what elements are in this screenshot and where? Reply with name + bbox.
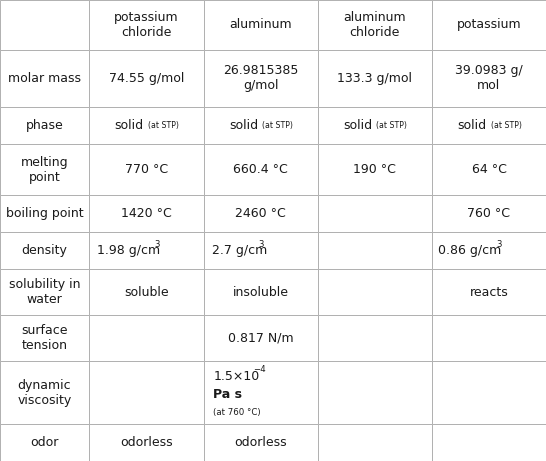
Text: 39.0983 g/
mol: 39.0983 g/ mol xyxy=(455,65,523,92)
Bar xyxy=(0,50,89,107)
Text: 133.3 g/mol: 133.3 g/mol xyxy=(337,72,412,85)
Text: (at 760 °C): (at 760 °C) xyxy=(213,408,261,417)
Bar xyxy=(318,232,432,269)
Bar xyxy=(432,315,546,361)
Bar xyxy=(204,361,318,424)
Bar xyxy=(432,424,546,461)
Bar xyxy=(0,361,89,424)
Bar xyxy=(318,50,432,107)
Text: (at STP): (at STP) xyxy=(263,121,293,130)
Text: 0.817 N/m: 0.817 N/m xyxy=(228,332,294,345)
Text: (at STP): (at STP) xyxy=(148,121,179,130)
Bar xyxy=(432,50,546,107)
Bar xyxy=(0,195,89,232)
Bar xyxy=(204,50,318,107)
Text: solid: solid xyxy=(115,119,144,132)
Text: boiling point: boiling point xyxy=(5,207,84,220)
Text: 1.5×10: 1.5×10 xyxy=(213,371,260,384)
Bar xyxy=(0,269,89,315)
Bar xyxy=(432,144,546,195)
Text: surface
tension: surface tension xyxy=(21,325,68,352)
Text: 1.98 g/cm: 1.98 g/cm xyxy=(97,244,161,257)
Text: 26.9815385
g/mol: 26.9815385 g/mol xyxy=(223,65,299,92)
Bar xyxy=(0,232,89,269)
Text: odorless: odorless xyxy=(120,436,173,449)
Bar xyxy=(0,424,89,461)
Text: 3: 3 xyxy=(497,240,502,248)
Text: dynamic
viscosity: dynamic viscosity xyxy=(17,379,72,407)
Text: 3: 3 xyxy=(259,240,264,248)
Bar xyxy=(318,195,432,232)
Bar xyxy=(89,107,204,144)
Text: reacts: reacts xyxy=(470,286,508,299)
Text: melting
point: melting point xyxy=(21,156,68,183)
Bar xyxy=(204,0,318,50)
Bar xyxy=(89,269,204,315)
Text: 190 °C: 190 °C xyxy=(353,163,396,176)
Bar xyxy=(89,0,204,50)
Text: odorless: odorless xyxy=(234,436,287,449)
Text: solubility in
water: solubility in water xyxy=(9,278,80,306)
Bar xyxy=(89,315,204,361)
Bar xyxy=(318,269,432,315)
Bar xyxy=(204,232,318,269)
Bar xyxy=(89,195,204,232)
Bar xyxy=(204,315,318,361)
Text: solid: solid xyxy=(229,119,258,132)
Bar xyxy=(89,144,204,195)
Text: 3: 3 xyxy=(154,240,159,248)
Bar xyxy=(204,269,318,315)
Bar xyxy=(432,107,546,144)
Text: molar mass: molar mass xyxy=(8,72,81,85)
Text: 2.7 g/cm: 2.7 g/cm xyxy=(212,244,267,257)
Bar xyxy=(432,361,546,424)
Text: 64 °C: 64 °C xyxy=(472,163,506,176)
Text: 760 °C: 760 °C xyxy=(467,207,511,220)
Text: potassium: potassium xyxy=(456,18,521,31)
Bar xyxy=(204,424,318,461)
Bar xyxy=(318,144,432,195)
Text: (at STP): (at STP) xyxy=(490,121,521,130)
Bar xyxy=(0,107,89,144)
Bar xyxy=(204,144,318,195)
Text: odor: odor xyxy=(31,436,58,449)
Text: 0.86 g/cm: 0.86 g/cm xyxy=(438,244,502,257)
Text: solid: solid xyxy=(457,119,486,132)
Text: density: density xyxy=(21,244,68,257)
Text: Pa s: Pa s xyxy=(213,388,242,401)
Text: aluminum
chloride: aluminum chloride xyxy=(343,11,406,39)
Bar xyxy=(204,107,318,144)
Bar xyxy=(432,269,546,315)
Text: phase: phase xyxy=(26,119,63,132)
Bar xyxy=(89,232,204,269)
Text: solid: solid xyxy=(343,119,372,132)
Text: 2460 °C: 2460 °C xyxy=(235,207,286,220)
Bar xyxy=(318,107,432,144)
Text: insoluble: insoluble xyxy=(233,286,289,299)
Bar xyxy=(432,232,546,269)
Bar xyxy=(432,195,546,232)
Bar xyxy=(204,195,318,232)
Bar xyxy=(89,361,204,424)
Text: (at STP): (at STP) xyxy=(377,121,407,130)
Text: 660.4 °C: 660.4 °C xyxy=(233,163,288,176)
Bar xyxy=(318,315,432,361)
Bar xyxy=(0,144,89,195)
Text: soluble: soluble xyxy=(124,286,169,299)
Bar xyxy=(432,0,546,50)
Text: aluminum: aluminum xyxy=(229,18,292,31)
Bar xyxy=(89,50,204,107)
Bar xyxy=(0,315,89,361)
Bar xyxy=(318,361,432,424)
Text: 74.55 g/mol: 74.55 g/mol xyxy=(109,72,184,85)
Text: 770 °C: 770 °C xyxy=(125,163,168,176)
Bar xyxy=(318,0,432,50)
Text: potassium
chloride: potassium chloride xyxy=(114,11,179,39)
Bar xyxy=(0,0,89,50)
Text: −4: −4 xyxy=(253,365,265,374)
Bar xyxy=(89,424,204,461)
Bar xyxy=(318,424,432,461)
Text: 1420 °C: 1420 °C xyxy=(121,207,171,220)
